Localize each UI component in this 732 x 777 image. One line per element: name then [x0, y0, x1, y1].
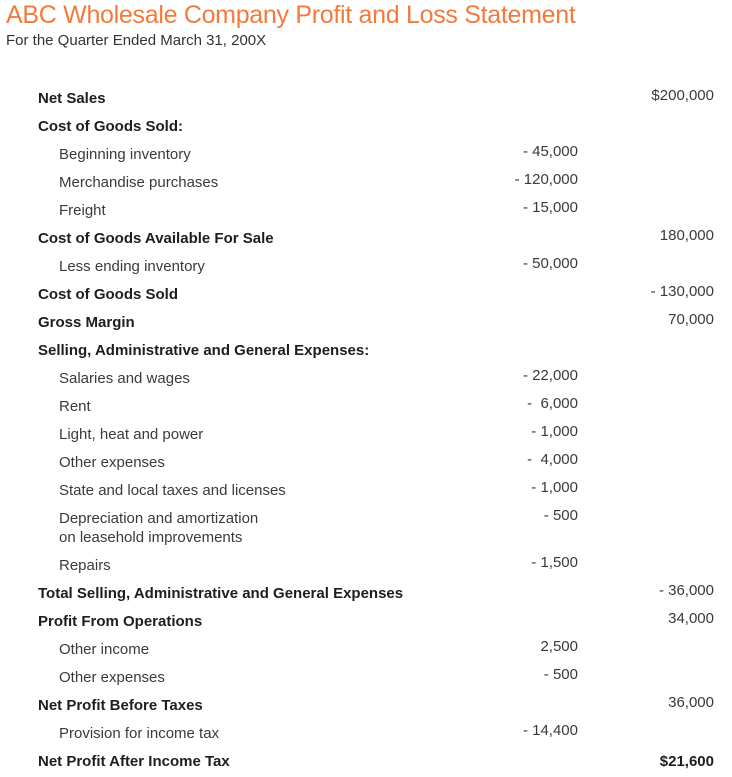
- row-label: Freight: [59, 202, 106, 219]
- row-total-amount: $21,600: [659, 753, 714, 770]
- statement-row: State and local taxes and licenses - 1,00…: [0, 478, 732, 506]
- row-label: Beginning inventory: [59, 146, 191, 163]
- statement-row: Net Sales $200,000: [0, 86, 732, 114]
- row-label: Total Selling, Administrative and Genera…: [38, 585, 404, 602]
- row-total-amount: - 130,000: [650, 283, 714, 300]
- statement-row: Salaries and wages - 22,000: [0, 366, 732, 394]
- row-total-amount: - 36,000: [658, 582, 714, 599]
- row-label: Less ending inventory: [59, 258, 205, 275]
- row-label: Light, heat and power: [59, 426, 204, 443]
- row-label: Cost of Goods Sold:: [38, 118, 183, 135]
- statement-row: Other income 2,500: [0, 637, 732, 665]
- statement-row: Net Profit After Income Tax $21,600: [0, 749, 732, 777]
- page-title: ABC Wholesale Company Profit and Loss St…: [6, 1, 576, 29]
- statement-row: Net Profit Before Taxes 36,000: [0, 693, 732, 721]
- row-label: Other expenses: [59, 669, 165, 686]
- row-total-amount: 36,000: [668, 694, 714, 711]
- row-total-amount: 34,000: [668, 610, 714, 627]
- row-detail-amount: - 6,000: [527, 395, 578, 412]
- row-detail-amount: - 1,500: [531, 554, 578, 571]
- statement-row: Provision for income tax - 14,400: [0, 721, 732, 749]
- row-label: Other expenses: [59, 454, 165, 471]
- statement-row: Depreciation and amortization on leaseho…: [0, 506, 732, 553]
- row-label: Rent: [59, 398, 91, 415]
- statement-row: Other expenses - 4,000: [0, 450, 732, 478]
- row-detail-amount: - 1,000: [531, 479, 578, 496]
- row-label: Profit From Operations: [38, 613, 203, 630]
- page-subtitle: For the Quarter Ended March 31, 200X: [6, 32, 267, 49]
- row-total-amount: 180,000: [659, 227, 714, 244]
- row-detail-amount: - 1,000: [531, 423, 578, 440]
- row-label: Gross Margin: [38, 314, 135, 331]
- row-detail-amount: - 500: [543, 666, 578, 683]
- row-detail-amount: - 120,000: [514, 171, 578, 188]
- statement-row: Less ending inventory - 50,000: [0, 254, 732, 282]
- row-detail-amount: - 45,000: [522, 143, 578, 160]
- row-detail-amount: - 50,000: [522, 255, 578, 272]
- row-label: Net Profit Before Taxes: [38, 697, 203, 714]
- row-label: Cost of Goods Available For Sale: [38, 230, 274, 247]
- row-detail-amount: 2,500: [540, 638, 578, 655]
- row-label: Other income: [59, 641, 150, 658]
- statement-row: Cost of Goods Sold - 130,000: [0, 282, 732, 310]
- statement-row: Freight - 15,000: [0, 198, 732, 226]
- row-detail-amount: - 500: [543, 507, 578, 524]
- statement-row: Gross Margin 70,000: [0, 310, 732, 338]
- statement-row: Rent - 6,000: [0, 394, 732, 422]
- row-detail-amount: - 22,000: [522, 367, 578, 384]
- statement-row: Profit From Operations 34,000: [0, 609, 732, 637]
- row-label: Salaries and wages: [59, 370, 190, 387]
- row-label: Net Profit After Income Tax: [38, 753, 230, 770]
- statement-row: Total Selling, Administrative and Genera…: [0, 581, 732, 609]
- row-label: Repairs: [59, 557, 111, 574]
- row-label: Selling, Administrative and General Expe…: [38, 342, 370, 359]
- statement-row: Repairs - 1,500: [0, 553, 732, 581]
- row-label: Cost of Goods Sold: [38, 286, 178, 303]
- statement-table: Net Sales $200,000 Cost of Goods Sold: Begi…: [0, 86, 732, 777]
- statement-row: Other expenses - 500: [0, 665, 732, 693]
- statement-row: Cost of Goods Available For Sale 180,000: [0, 226, 732, 254]
- row-label: Merchandise purchases: [59, 174, 219, 191]
- statement-row: Beginning inventory - 45,000: [0, 142, 732, 170]
- row-label: Net Sales: [38, 90, 106, 107]
- row-detail-amount: - 14,400: [522, 722, 578, 739]
- row-total-amount: 70,000: [668, 311, 714, 328]
- row-detail-amount: - 4,000: [527, 451, 578, 468]
- statement-row: Cost of Goods Sold:: [0, 114, 732, 142]
- row-total-amount: $200,000: [651, 87, 714, 104]
- row-label: Provision for income tax: [59, 725, 220, 742]
- row-label: Depreciation and amortization on leaseho…: [59, 510, 259, 546]
- row-label: State and local taxes and licenses: [59, 482, 286, 499]
- statement-row: Merchandise purchases - 120,000: [0, 170, 732, 198]
- row-detail-amount: - 15,000: [522, 199, 578, 216]
- statement-row: Selling, Administrative and General Expe…: [0, 338, 732, 366]
- statement-row: Light, heat and power - 1,000: [0, 422, 732, 450]
